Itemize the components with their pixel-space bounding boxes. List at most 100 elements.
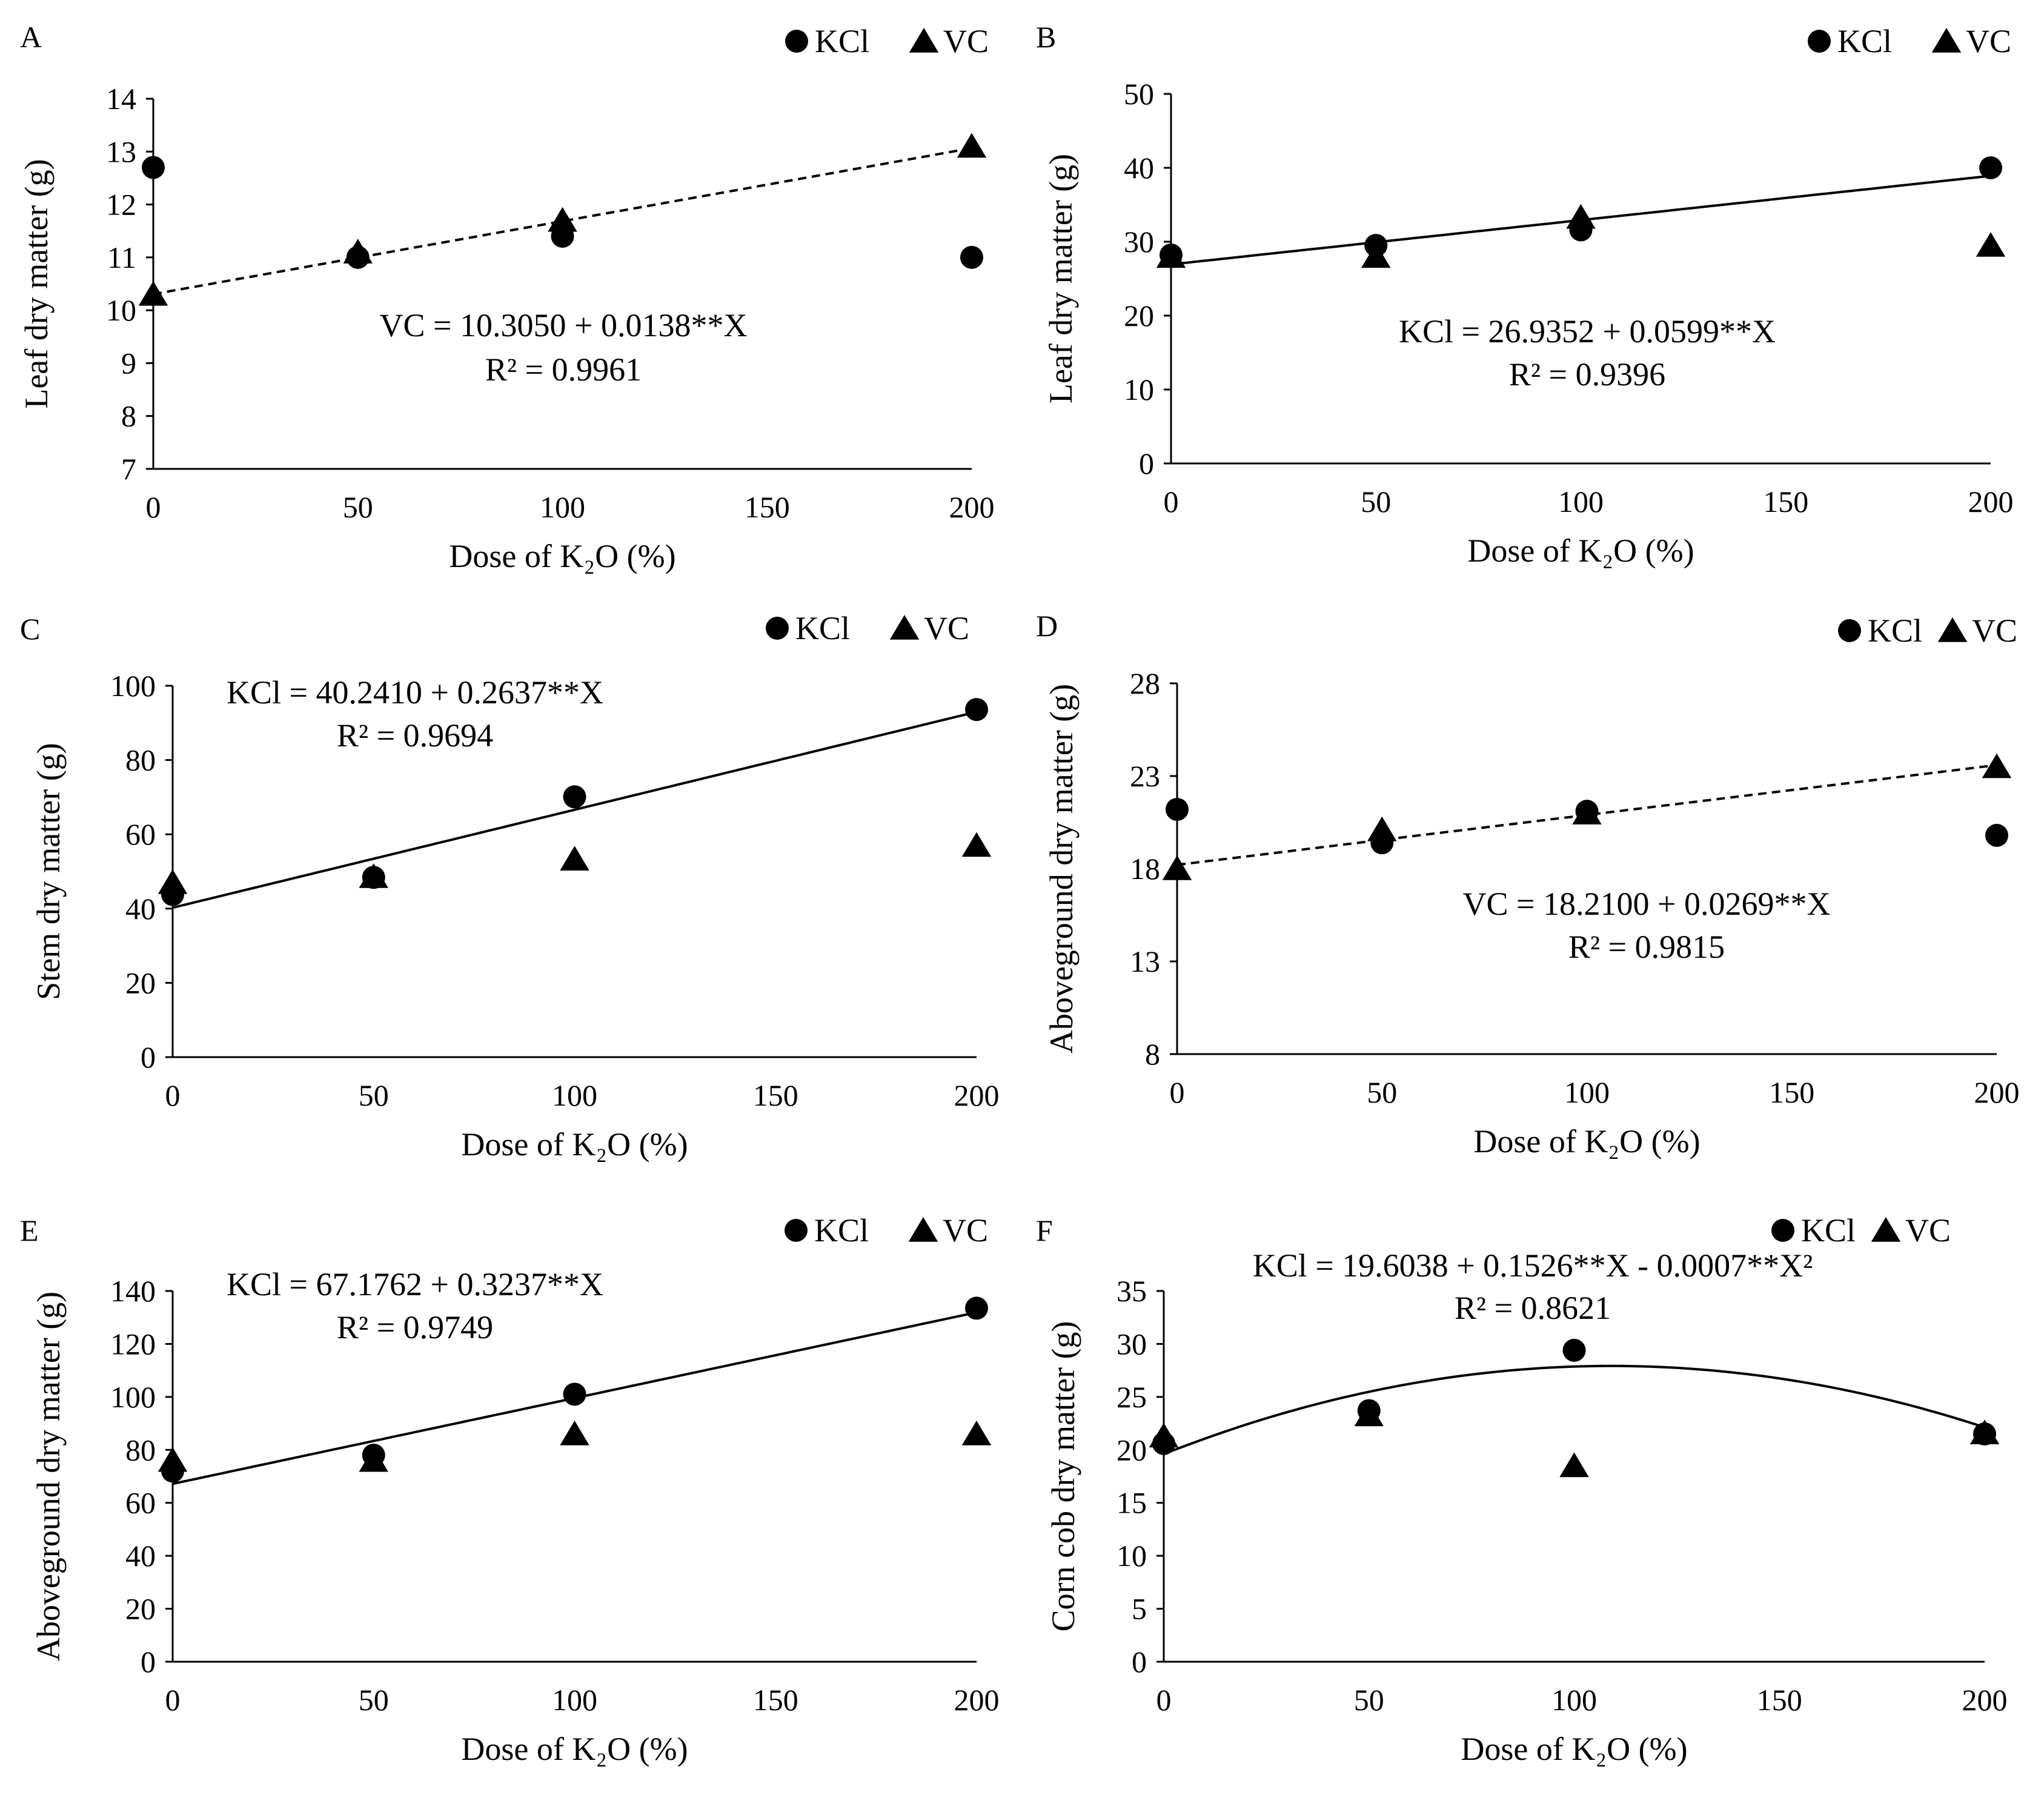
x-tick-label: 100	[540, 490, 585, 524]
legend-label-kcl: KCl	[814, 1212, 869, 1249]
y-tick-label: 23	[1130, 759, 1160, 793]
x-tick-label: 100	[1564, 1075, 1610, 1109]
x-tick-label: 50	[1354, 1683, 1384, 1717]
vc-point	[138, 280, 168, 306]
vc-point	[908, 1217, 938, 1242]
y-tick-label: 80	[125, 743, 156, 777]
x-tick-label: 150	[1757, 1683, 1802, 1717]
kcl-point	[1166, 798, 1189, 821]
y-tick-label: 0	[1132, 1645, 1147, 1679]
r-squared: R² = 0.8621	[1455, 1290, 1611, 1326]
vc-point	[1871, 1217, 1901, 1242]
r-squared: R² = 0.9815	[1568, 929, 1725, 965]
vc-point	[1162, 855, 1192, 880]
y-tick-label: 9	[121, 346, 136, 380]
panel-letter: E	[20, 1213, 39, 1247]
legend-label-kcl: KCl	[795, 610, 850, 646]
vc-point	[889, 615, 920, 640]
kcl-point	[785, 1219, 808, 1242]
kcl-point	[965, 1296, 988, 1320]
vc-point	[1361, 243, 1391, 268]
y-tick-label: 13	[106, 134, 136, 168]
y-tick-label: 0	[141, 1645, 156, 1679]
vc-point	[343, 239, 373, 264]
trendline-kcl	[1163, 1364, 1985, 1456]
kcl-point	[1979, 156, 2002, 179]
x-tick-label: 150	[1769, 1075, 1814, 1109]
x-axis-title: Dose of K₂O (%)	[1467, 533, 1694, 569]
kcl-point	[1985, 823, 2008, 847]
legend-label-vc: VC	[943, 1212, 988, 1249]
y-tick-label: 120	[110, 1327, 156, 1361]
y-tick-label: 12	[106, 188, 136, 222]
legend: KCl VC	[785, 1212, 988, 1249]
vc-point	[1572, 800, 1602, 825]
x-tick-label: 50	[1367, 1075, 1397, 1109]
regression-equation: VC = 10.3050 + 0.0138**X	[380, 307, 748, 343]
panel-b: B 0 10 20 30 40 50 0 50 100 150 200 Dose of K₂O (%) L…	[1036, 20, 2014, 569]
legend: KCl VC	[1771, 1212, 1951, 1249]
legend-label-kcl: KCl	[1837, 23, 1892, 59]
legend: KCl VC	[1808, 23, 2011, 59]
x-tick-label: 100	[1551, 1683, 1597, 1717]
x-tick-label: 50	[343, 490, 373, 524]
x-tick-label: 150	[745, 490, 790, 524]
x-tick-label: 100	[552, 1078, 597, 1112]
kcl-point	[965, 698, 988, 722]
vc-point	[961, 832, 992, 857]
panel-letter: B	[1036, 20, 1056, 54]
x-tick-label: 0	[146, 490, 161, 524]
y-tick-label: 8	[121, 399, 136, 433]
y-tick-label: 80	[125, 1433, 156, 1467]
y-tick-label: 40	[125, 892, 156, 926]
x-axis-title: Dose of K₂O (%)	[461, 1731, 688, 1767]
y-axis-title: Aboveground dry matter (g)	[30, 1292, 67, 1661]
vc-point	[359, 863, 388, 888]
regression-equation: KCl = 19.6038 + 0.1526**X - 0.0007**X²	[1253, 1247, 1813, 1284]
vc-point	[1982, 753, 2012, 778]
x-tick-label: 50	[359, 1683, 389, 1717]
panel-letter: D	[1036, 609, 1058, 643]
y-tick-label: 10	[1124, 373, 1154, 406]
legend-label-kcl: KCl	[815, 23, 869, 59]
kcl-point	[960, 245, 983, 269]
vc-point	[1559, 1452, 1589, 1478]
kcl-point	[766, 617, 789, 640]
kcl-point	[1771, 1219, 1794, 1242]
y-tick-label: 25	[1117, 1380, 1147, 1414]
y-axis-title: Aboveground dry matter (g)	[1043, 684, 1080, 1053]
y-tick-label: 30	[1124, 225, 1154, 259]
y-tick-label: 13	[1130, 944, 1160, 978]
vc-point	[1149, 1422, 1179, 1448]
y-tick-label: 0	[141, 1040, 156, 1074]
y-tick-label: 20	[1117, 1433, 1147, 1467]
kcl-point	[1808, 30, 1831, 53]
r-squared: R² = 0.9396	[1509, 356, 1665, 393]
kcl-point	[563, 785, 586, 809]
panel-c: C 0 20 40 60 80 100 0 50 100 150 200 Dose of K₂O (%)…	[20, 610, 1000, 1163]
y-axis-title: Stem dry matter (g)	[30, 743, 67, 1000]
y-tick-label: 8	[1145, 1037, 1160, 1071]
regression-equation: KCl = 40.2410 + 0.2637**X	[227, 674, 603, 711]
legend-label-vc: VC	[1905, 1212, 1951, 1249]
kcl-point	[142, 156, 165, 179]
legend-label-kcl: KCl	[1801, 1212, 1856, 1249]
vc-point	[1367, 816, 1397, 841]
x-axis-title: Dose of K₂O (%)	[461, 1126, 688, 1163]
vc-point	[560, 1421, 589, 1445]
panel-a: A 7 8 9 10 11 12 13 14 0 50 100 150 200 Dose of K₂O (%…	[18, 20, 995, 574]
y-tick-label: 50	[1124, 77, 1154, 111]
x-tick-label: 50	[1361, 485, 1391, 519]
x-axis-title: Dose of K₂O (%)	[1461, 1731, 1687, 1767]
y-tick-label: 10	[106, 293, 136, 327]
vc-point	[548, 207, 577, 232]
vc-point	[909, 28, 939, 53]
x-tick-label: 0	[1164, 485, 1179, 519]
x-tick-label: 200	[1962, 1683, 2008, 1717]
trendline-vc	[1176, 763, 1997, 866]
x-tick-label: 100	[552, 1683, 597, 1717]
kcl-point	[1838, 619, 1861, 642]
panel-d: D 8 13 18 23 28 0 50 100 150 200 Dose of K₂O (%) Abo…	[1036, 609, 2020, 1160]
legend-label-vc: VC	[1966, 23, 2011, 59]
vc-point	[1976, 232, 2006, 257]
